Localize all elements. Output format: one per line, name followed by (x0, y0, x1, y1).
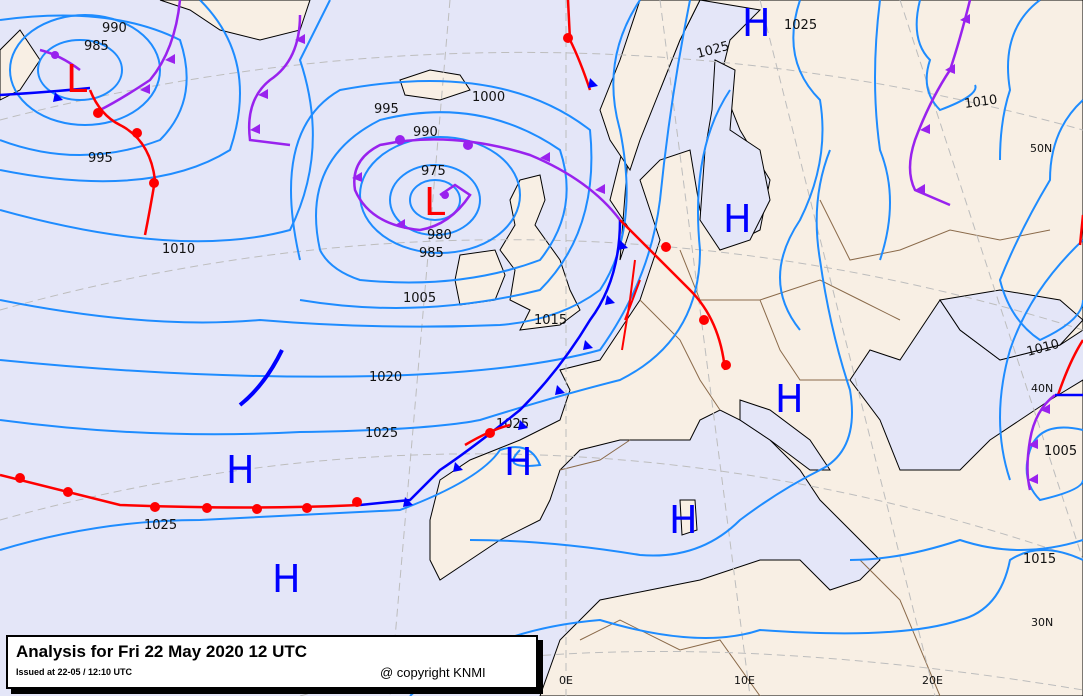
high-pressure-center: H (504, 440, 533, 484)
warm-front (619, 219, 727, 371)
isobar-label: 1000 (472, 90, 505, 105)
fronts (0, 0, 1083, 514)
longitude-label: 20E (922, 674, 943, 687)
pressure-centers: H H H H H H H L L (66, 1, 804, 601)
isobar-label: 1020 (369, 370, 402, 385)
occluded-front (908, 0, 972, 207)
graticule-labels: 0E 10E 20E 50N 40N 30N (559, 142, 1053, 687)
map-legend-box: Analysis for Fri 22 May 2020 12 UTC Issu… (6, 635, 538, 689)
isobar-label: 1025 (365, 426, 398, 441)
isobar-label: 985 (84, 39, 109, 54)
warm-front (0, 473, 361, 509)
warm-front (88, 89, 157, 236)
iceland (399, 69, 471, 101)
copyright-notice: @ copyright KNMI (380, 665, 486, 680)
low-pressure-center: L (424, 180, 445, 224)
occluded-front (39, 48, 81, 72)
occluded-front (248, 14, 302, 147)
high-pressure-center: H (742, 1, 771, 45)
trough-line (238, 349, 284, 407)
isobar-label: 1025 (784, 18, 817, 33)
high-pressure-center: H (226, 448, 255, 492)
cold-front (0, 86, 91, 97)
low-pressure-center: L (66, 57, 87, 101)
isobar-label: 1010 (963, 93, 998, 112)
warm-front (1056, 339, 1083, 396)
scandinavia (599, 0, 701, 172)
high-pressure-center: H (272, 557, 301, 601)
trough-line (621, 259, 641, 351)
occluded-front (99, 0, 182, 112)
isobar-label: 995 (88, 151, 113, 166)
greenland-tip (159, 0, 311, 41)
occluded-front (1026, 394, 1056, 491)
issued-time: Issued at 22-05 / 12:10 UTC (16, 667, 133, 677)
isobar-label: 1005 (1044, 444, 1077, 459)
high-pressure-center: H (669, 498, 698, 542)
high-pressure-center: H (775, 377, 804, 421)
cold-front-symbols (53, 78, 628, 507)
great-britain (499, 174, 581, 331)
sardinia (679, 499, 698, 536)
isobar-label: 1025 (144, 518, 177, 533)
analysis-title: Analysis for Fri 22 May 2020 12 UTC (16, 642, 308, 661)
isobar-label: 1005 (403, 291, 436, 306)
longitude-label: 0E (559, 674, 573, 687)
isobar-label: 975 (421, 164, 446, 179)
latitude-label: 50N (1030, 142, 1052, 155)
isobar-label: 1010 (162, 242, 195, 257)
isobar-label: 1015 (534, 313, 567, 328)
longitude-label: 10E (734, 674, 755, 687)
isobar-label: 990 (102, 21, 127, 36)
isobar-label: 1015 (1023, 552, 1056, 567)
occluded-front (353, 138, 621, 232)
isobar-label: 995 (374, 102, 399, 117)
latitude-label: 30N (1031, 616, 1053, 629)
high-pressure-center: H (723, 197, 752, 241)
isobar-label: 985 (419, 246, 444, 261)
scotland-north (0, 29, 41, 101)
country-borders (559, 199, 1051, 696)
warm-front-symbols (15, 33, 731, 514)
cold-front (359, 219, 622, 507)
occluded-front-symbols (51, 14, 1050, 484)
isobar-label: 990 (413, 125, 438, 140)
latitude-label: 40N (1031, 382, 1053, 395)
isobar-label: 980 (427, 228, 452, 243)
black-sea (939, 289, 1083, 361)
